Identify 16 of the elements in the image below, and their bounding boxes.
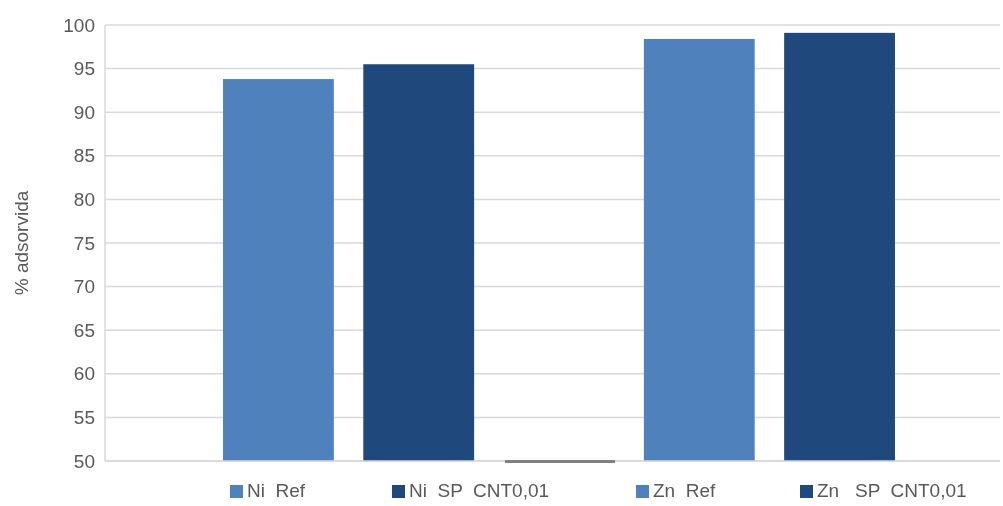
legend-label: Ni SP CNT0,01: [409, 480, 550, 501]
legend-label: Zn Ref: [653, 480, 717, 501]
legend-label: Zn SP CNT0,01: [817, 480, 967, 501]
y-tick-label: 100: [63, 14, 95, 36]
y-tick-label: 80: [73, 189, 95, 211]
y-tick-label: 55: [73, 407, 95, 429]
y-tick-label: 65: [73, 319, 95, 341]
y-tick-label: 90: [73, 101, 95, 123]
y-tick-label: 60: [73, 363, 95, 385]
y-tick-label: 85: [73, 145, 95, 167]
y-tick-label: 50: [73, 450, 95, 472]
y-tick-label: 75: [73, 232, 95, 254]
y-tick-label: 70: [73, 276, 95, 298]
y-tick-label: 95: [73, 58, 95, 80]
legend-label: Ni Ref: [247, 480, 306, 501]
y-axis-title: % adsorvida: [11, 190, 32, 296]
